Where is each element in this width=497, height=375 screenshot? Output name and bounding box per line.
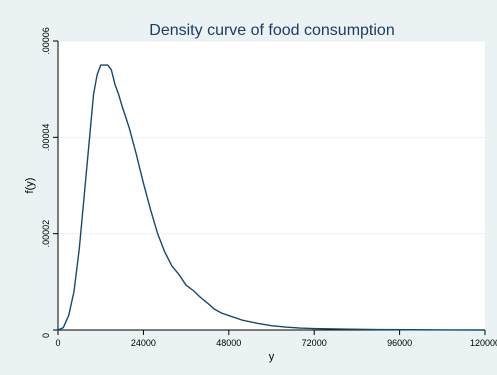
y-tick-label: 0 <box>41 333 51 338</box>
x-tick-label: 48000 <box>216 338 241 348</box>
y-axis-ticks: 0 .00002 .00004 .00006 <box>41 27 58 338</box>
y-tick-label: .00002 <box>41 220 51 248</box>
plot-area <box>58 41 485 330</box>
x-axis-title: y <box>269 351 275 363</box>
x-tick-label: 24000 <box>131 338 156 348</box>
gridlines <box>58 40 485 235</box>
x-tick-label: 0 <box>55 338 60 348</box>
y-axis-title: f(y) <box>24 178 36 194</box>
y-tick-label: .00004 <box>41 124 51 152</box>
density-curve-line <box>57 64 486 331</box>
chart-title: Density curve of food consumption <box>149 22 394 39</box>
x-tick-label: 96000 <box>387 338 412 348</box>
x-tick-label: 72000 <box>302 338 327 348</box>
y-tick-label: .00006 <box>41 27 51 55</box>
